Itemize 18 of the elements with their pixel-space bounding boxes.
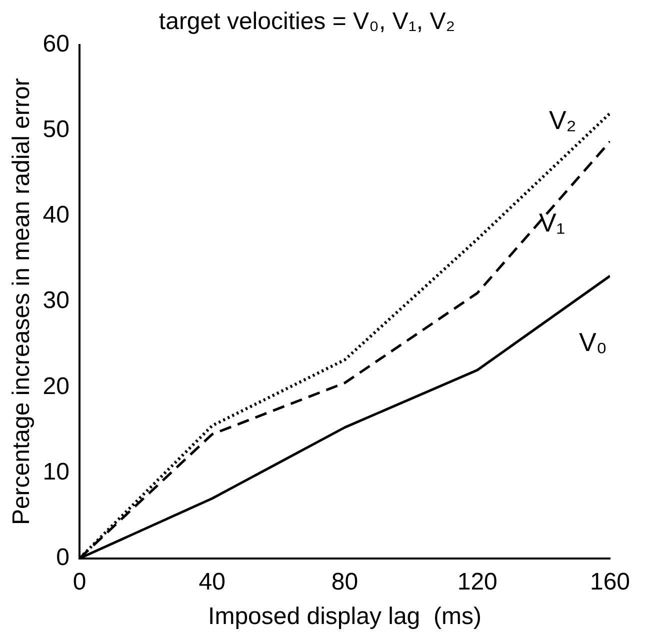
- series-label: V₀: [578, 326, 608, 357]
- chart-title: target velocities = V₀, V₁, V₂: [158, 8, 456, 36]
- x-tick-label: 0: [72, 568, 86, 596]
- x-tick-label: 160: [590, 568, 630, 596]
- x-tick-label: 120: [457, 568, 498, 596]
- y-tick-label: 10: [42, 458, 70, 486]
- x-tick-label: 40: [198, 568, 226, 596]
- series-label: V₁: [538, 207, 566, 238]
- x-axis-title: Imposed display lag (ms): [208, 603, 482, 630]
- x-tick-label: 80: [331, 568, 358, 596]
- y-tick-label: 20: [42, 372, 70, 400]
- y-axis-title: Percentage increases in mean radial error: [8, 78, 36, 526]
- y-tick-label: 30: [42, 287, 70, 314]
- y-tick-label: 60: [42, 30, 70, 58]
- y-tick-label: 40: [42, 202, 70, 229]
- y-tick-label: 0: [56, 544, 70, 572]
- y-tick-label: 50: [42, 116, 70, 144]
- series-label: V₂: [548, 104, 576, 135]
